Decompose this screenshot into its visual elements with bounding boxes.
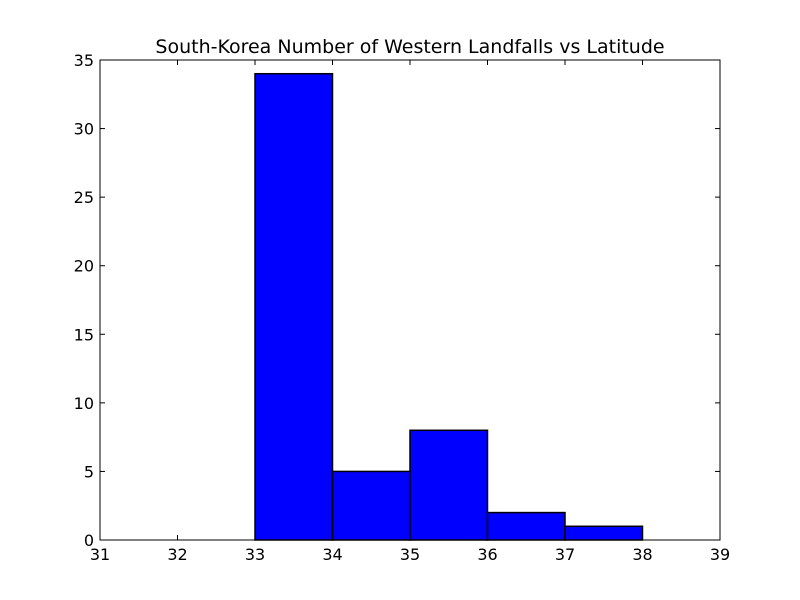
- histogram-bar-34-35: [331, 470, 411, 541]
- chart-title: South-Korea Number of Western Landfalls …: [155, 36, 664, 58]
- histogram-bar-36-37: [486, 511, 566, 541]
- y-tick-label-15: 15: [74, 325, 94, 344]
- x-tick-label-36: 36: [477, 545, 497, 564]
- x-tick-label-32: 32: [167, 545, 187, 564]
- histogram-bar-35-36: [409, 429, 489, 541]
- x-tick-label-37: 37: [555, 545, 575, 564]
- bars-layer: [254, 72, 644, 541]
- ticks-layer: 31 32 33 34 35 36 37 38 39 0 5 10 15 20 25 30 35: [74, 51, 731, 564]
- y-tick-label-25: 25: [74, 188, 94, 207]
- x-tick-label-38: 38: [632, 545, 652, 564]
- y-tick-label-0: 0: [84, 531, 94, 550]
- y-tick-label-5: 5: [84, 462, 94, 481]
- y-tick-label-20: 20: [74, 257, 94, 276]
- y-tick-label-10: 10: [74, 394, 94, 413]
- x-tick-label-31: 31: [90, 545, 110, 564]
- x-tick-label-35: 35: [400, 545, 420, 564]
- x-tick-label-39: 39: [710, 545, 730, 564]
- y-tick-label-30: 30: [74, 120, 94, 139]
- y-tick-label-35: 35: [74, 51, 94, 70]
- histogram-bar-37-38: [564, 525, 644, 541]
- histogram-bar-33-34: [254, 72, 334, 541]
- x-tick-label-33: 33: [245, 545, 265, 564]
- x-tick-label-34: 34: [322, 545, 342, 564]
- plot-area-frame: [99, 59, 721, 541]
